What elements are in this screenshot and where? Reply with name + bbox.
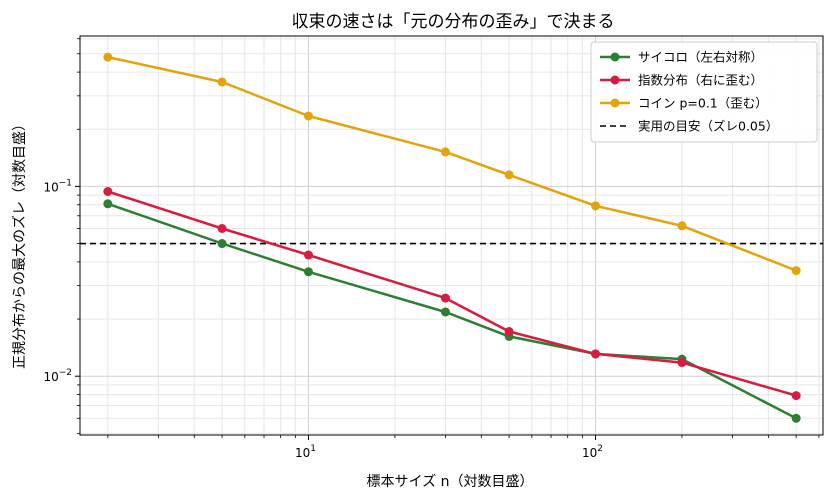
legend: サイコロ（左右対称） 指数分布（右に歪む） コイン p=0.1（歪む） 実用の目… <box>590 41 818 143</box>
data-point <box>103 186 113 196</box>
data-point <box>791 266 801 276</box>
legend-box <box>590 41 818 143</box>
data-point <box>217 77 227 87</box>
plot-frame <box>79 35 824 436</box>
data-point <box>303 267 313 277</box>
series-line <box>107 55 797 272</box>
legend-item: サイコロ（左右対称） <box>600 50 763 65</box>
y-tick-exponent: −2 <box>59 368 72 378</box>
data-point <box>303 111 313 121</box>
y-tick-label: 10−1 <box>43 178 72 194</box>
data-point <box>217 239 227 249</box>
data-point <box>440 293 450 303</box>
data-point <box>103 199 113 209</box>
chart-title: 収束の速さは「元の分布の歪み」で決まる <box>292 12 615 32</box>
legend-item: コイン p=0.1（歪む） <box>600 96 768 111</box>
series-line <box>107 190 797 397</box>
legend-label: 指数分布（右に歪む） <box>638 73 763 88</box>
data-point <box>791 413 801 423</box>
legend-item: 実用の目安（ズレ0.05） <box>600 119 778 134</box>
data-point <box>591 201 601 211</box>
y-tick-base: 10 <box>43 370 58 384</box>
y-tick-base: 10 <box>43 180 58 194</box>
legend-swatch-marker <box>610 98 620 108</box>
data-point <box>440 147 450 157</box>
y-tick-exponent: −1 <box>59 178 72 188</box>
x-axis-label: 標本サイズ n（対数目盛） <box>367 474 534 490</box>
legend-label: 実用の目安（ズレ0.05） <box>638 119 778 134</box>
x-tick-exponent: 2 <box>597 444 603 454</box>
data-point <box>591 349 601 359</box>
series-3 <box>103 52 801 276</box>
series-lines <box>103 52 801 423</box>
x-tick-exponent: 1 <box>310 444 316 454</box>
series-2 <box>103 186 801 401</box>
data-point <box>303 250 313 260</box>
legend-item: 指数分布（右に歪む） <box>600 73 763 88</box>
data-point <box>217 224 227 234</box>
legend-swatch-marker <box>610 52 620 62</box>
data-point <box>103 52 113 62</box>
data-point <box>504 326 514 336</box>
data-point <box>677 221 687 231</box>
legend-swatch-marker <box>610 75 620 85</box>
y-tick-label: 10−2 <box>43 368 72 384</box>
y-axis-label: 正規分布からの最大のズレ（対数目盛） <box>12 117 28 369</box>
data-point <box>677 358 687 368</box>
data-point <box>791 391 801 401</box>
legend-label: コイン p=0.1（歪む） <box>638 96 768 111</box>
data-point <box>440 307 450 317</box>
legend-label: サイコロ（左右対称） <box>638 50 763 65</box>
data-point <box>504 170 514 180</box>
series-line <box>107 202 797 420</box>
